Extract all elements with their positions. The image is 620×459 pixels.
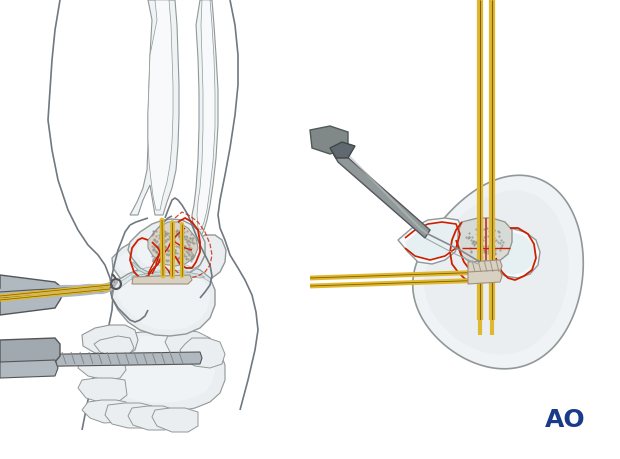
Polygon shape [468,270,502,284]
Polygon shape [148,222,198,266]
Polygon shape [136,228,199,271]
Polygon shape [488,228,540,278]
Polygon shape [132,272,205,280]
Polygon shape [424,190,569,354]
Polygon shape [82,325,138,357]
Polygon shape [460,220,510,262]
Polygon shape [128,406,175,430]
Text: AO: AO [545,408,585,432]
Polygon shape [152,408,198,432]
Polygon shape [98,332,225,413]
Polygon shape [405,222,458,260]
Polygon shape [82,400,128,423]
Polygon shape [180,338,225,368]
Polygon shape [0,275,65,315]
Polygon shape [490,232,536,275]
Polygon shape [165,330,215,358]
Polygon shape [112,240,152,282]
Polygon shape [0,352,202,367]
Polygon shape [105,336,215,403]
Polygon shape [117,268,210,330]
Polygon shape [105,403,153,428]
Polygon shape [0,360,58,378]
Polygon shape [132,275,192,284]
Polygon shape [130,0,179,215]
Polygon shape [330,148,430,238]
Polygon shape [413,175,583,369]
Polygon shape [128,219,205,276]
Polygon shape [192,235,226,278]
Polygon shape [148,0,173,210]
Polygon shape [330,142,355,158]
Polygon shape [120,264,212,288]
Polygon shape [468,260,502,274]
Polygon shape [310,126,348,154]
Polygon shape [94,336,134,357]
Polygon shape [398,218,462,264]
Polygon shape [132,255,205,278]
Polygon shape [0,338,60,364]
Polygon shape [115,247,148,274]
Polygon shape [78,353,126,380]
Polygon shape [192,0,218,238]
Polygon shape [78,378,127,403]
Polygon shape [458,218,512,266]
Polygon shape [197,0,215,230]
Polygon shape [112,264,215,336]
